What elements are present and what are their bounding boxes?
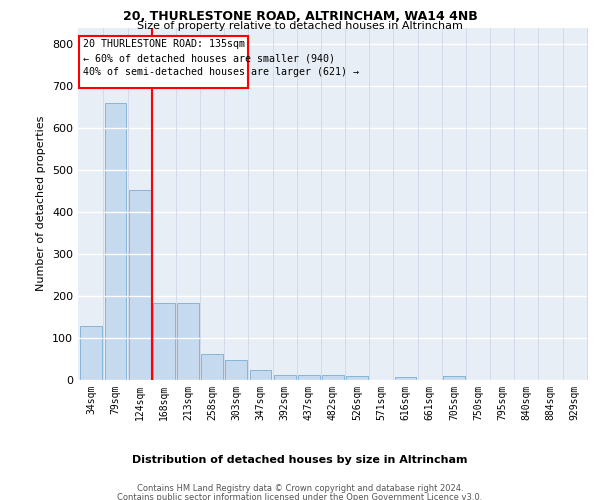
FancyBboxPatch shape — [79, 36, 248, 88]
Bar — [443, 376, 465, 380]
Y-axis label: Number of detached properties: Number of detached properties — [37, 116, 46, 292]
Bar — [129, 190, 151, 380]
Bar — [201, 354, 223, 380]
Bar — [274, 375, 296, 380]
Text: 20 THURLESTONE ROAD: 135sqm: 20 THURLESTONE ROAD: 135sqm — [83, 39, 245, 49]
Text: Distribution of detached houses by size in Altrincham: Distribution of detached houses by size … — [132, 455, 468, 465]
Bar — [250, 370, 271, 380]
Text: ← 60% of detached houses are smaller (940): ← 60% of detached houses are smaller (94… — [83, 53, 335, 63]
Bar — [177, 303, 199, 380]
Text: Contains public sector information licensed under the Open Government Licence v3: Contains public sector information licen… — [118, 493, 482, 500]
Text: Size of property relative to detached houses in Altrincham: Size of property relative to detached ho… — [137, 21, 463, 31]
Bar — [395, 376, 416, 380]
Bar — [298, 374, 320, 380]
Bar — [104, 103, 127, 380]
Text: 40% of semi-detached houses are larger (621) →: 40% of semi-detached houses are larger (… — [83, 67, 359, 77]
Bar — [80, 326, 102, 380]
Bar — [226, 360, 247, 380]
Text: 20, THURLESTONE ROAD, ALTRINCHAM, WA14 4NB: 20, THURLESTONE ROAD, ALTRINCHAM, WA14 4… — [122, 10, 478, 23]
Bar — [346, 376, 368, 380]
Text: Contains HM Land Registry data © Crown copyright and database right 2024.: Contains HM Land Registry data © Crown c… — [137, 484, 463, 493]
Bar — [322, 375, 344, 380]
Bar — [153, 303, 175, 380]
